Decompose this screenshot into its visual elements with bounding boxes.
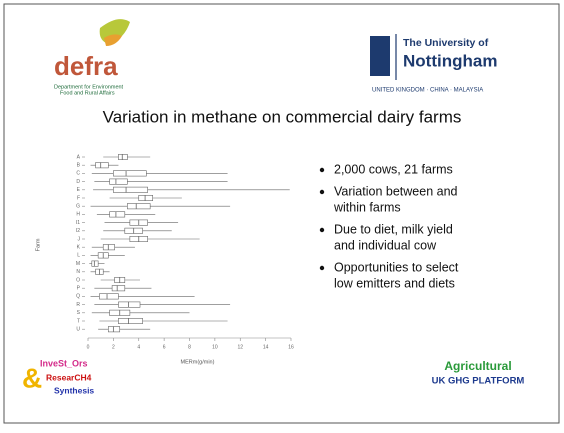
box — [113, 170, 147, 177]
y-tick-label: K — [77, 245, 81, 251]
y-tick-label: S — [77, 310, 81, 316]
defra-name: defra — [54, 51, 118, 81]
x-axis-label: MERm(g/min) — [181, 359, 215, 365]
y-tick-label: F — [77, 195, 80, 201]
bullet-text: within farms — [333, 200, 401, 214]
x-tick-label: 14 — [263, 344, 269, 350]
box — [109, 211, 126, 218]
x-tick-label: 4 — [137, 344, 140, 350]
uon-tagline: UNITED KINGDOM · CHINA · MALAYSIA — [372, 88, 483, 94]
box — [118, 154, 128, 161]
defra-leaf — [104, 34, 122, 46]
box — [127, 203, 151, 210]
x-tick-label: 8 — [188, 344, 191, 350]
y-tick-label: D — [76, 179, 80, 185]
slide-title: Variation in methane on commercial dairy… — [103, 107, 462, 126]
y-tick-label: T — [77, 318, 80, 324]
y-tick-label: O — [76, 277, 80, 283]
x-tick-label: 10 — [212, 344, 218, 350]
box — [113, 186, 148, 193]
y-tick-label: P — [77, 286, 81, 292]
footer-logo-text: ResearCH4 — [46, 372, 92, 382]
box — [95, 162, 109, 169]
uon-line1: The University of — [403, 37, 489, 49]
uon-crest — [370, 36, 390, 76]
bullet-text: Opportunities to select — [334, 260, 459, 274]
bullet-text: low emitters and diets — [334, 276, 455, 290]
x-tick-label: 6 — [163, 344, 166, 350]
box — [102, 244, 115, 251]
y-tick-label: A — [77, 154, 81, 160]
y-tick-label: G — [76, 204, 80, 210]
defra-subtitle: Department for Environment — [54, 84, 124, 90]
box — [91, 260, 99, 267]
bullet-dot — [319, 189, 325, 195]
y-tick-label: M — [76, 261, 80, 267]
slide-border — [3, 3, 560, 424]
bullet-dot — [319, 227, 325, 233]
uon-line2: Nottingham — [403, 51, 497, 70]
y-tick-label: H — [76, 212, 80, 218]
bullet-dot — [319, 265, 325, 271]
y-axis-label: Farm — [35, 238, 41, 251]
y-tick-label: U — [76, 327, 80, 333]
defra-subtitle: Food and Rural Affairs — [60, 90, 115, 96]
box — [118, 317, 143, 324]
box — [99, 293, 119, 300]
box — [108, 326, 121, 333]
bullet-dot — [319, 167, 325, 173]
box — [138, 195, 154, 202]
y-tick-label: C — [76, 171, 80, 177]
y-tick-label: J — [78, 236, 81, 242]
x-tick-label: 2 — [112, 344, 115, 350]
box — [111, 285, 126, 292]
ampersand: & — [22, 362, 42, 393]
y-tick-label: N — [76, 269, 80, 275]
y-tick-label: I2 — [76, 228, 80, 234]
x-tick-label: 16 — [288, 344, 294, 350]
y-tick-label: L — [77, 253, 80, 259]
x-tick-label: 0 — [87, 344, 90, 350]
bullet-text: Due to diet, milk yield — [334, 222, 453, 236]
footer-logo-text: Agricultural — [444, 359, 511, 373]
y-tick-label: R — [76, 302, 80, 308]
x-tick-label: 12 — [237, 344, 243, 350]
box — [109, 178, 128, 185]
footer-logo-text: UK GHG PLATFORM — [432, 376, 525, 387]
y-tick-label: Q — [76, 294, 80, 300]
bullet-text: and individual cow — [334, 238, 437, 252]
box — [118, 301, 141, 308]
bullet-text: 2,000 cows, 21 farms — [334, 162, 453, 176]
footer-logo-text: InveSt_Ors — [40, 358, 88, 368]
footer-logo-text: Synthesis — [54, 385, 94, 395]
y-tick-label: E — [77, 187, 81, 193]
y-tick-label: I1 — [76, 220, 80, 226]
y-tick-label: B — [77, 163, 81, 169]
bullet-text: Variation between and — [334, 184, 458, 198]
